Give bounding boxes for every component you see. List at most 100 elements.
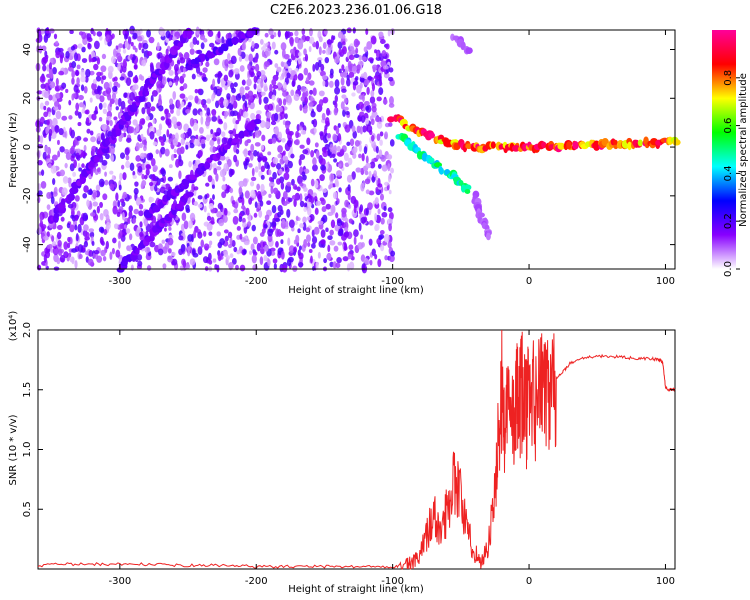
heatmap-cell: [85, 68, 91, 78]
heatmap-cell: [250, 112, 256, 120]
heatmap-feature-cell: [428, 132, 436, 139]
heatmap-cell: [343, 227, 349, 232]
heatmap-cell: [81, 108, 85, 114]
heatmap-cell: [342, 106, 349, 111]
heatmap-cell: [387, 218, 393, 225]
heatmap-cell: [89, 212, 96, 217]
heatmap-cell: [206, 107, 211, 116]
heatmap-cell: [243, 248, 247, 255]
heatmap-cell: [286, 72, 291, 79]
heatmap-cell: [65, 151, 72, 161]
heatmap-cell: [133, 64, 138, 70]
heatmap-cell: [76, 64, 81, 70]
heatmap-cell: [368, 190, 375, 196]
heatmap-cell: [90, 136, 97, 143]
heatmap-cell: [145, 101, 152, 109]
heatmap-cell: [347, 192, 351, 201]
heatmap-cell: [377, 216, 381, 224]
heatmap-cell: [139, 221, 143, 228]
heatmap-cell: [379, 77, 382, 86]
heatmap-cell: [324, 80, 329, 88]
heatmap-cell: [319, 158, 326, 166]
heatmap-cell: [388, 212, 394, 220]
heatmap-cell: [228, 262, 234, 270]
heatmap-cell: [256, 207, 260, 212]
heatmap-cell: [92, 78, 97, 85]
heatmap-cell: [363, 79, 370, 86]
heatmap-cell: [223, 163, 229, 172]
heatmap-cell: [298, 39, 305, 44]
heatmap-cell: [228, 63, 234, 69]
heatmap-cell: [170, 108, 174, 114]
heatmap-cell: [369, 161, 376, 169]
heatmap-cell: [377, 163, 382, 169]
snr-x-tick-label: 100: [656, 576, 675, 587]
heatmap-cell: [127, 126, 133, 134]
heatmap-cell: [371, 134, 375, 142]
heatmap-feature-cell: [53, 212, 60, 219]
heatmap-cell: [78, 253, 83, 259]
heatmap-cell: [283, 172, 290, 181]
snr-y-ticks: 0.5 1.0 1.5 2.0: [22, 322, 675, 517]
heatmap-cell: [236, 249, 241, 255]
heatmap-cell: [274, 49, 279, 55]
heatmap-cell: [248, 250, 253, 256]
heatmap-cell: [72, 171, 77, 177]
heatmap-cell: [185, 207, 191, 213]
heatmap-cell: [93, 40, 100, 50]
heatmap-cell: [97, 89, 102, 95]
snr-x-tick-label: -300: [108, 576, 131, 587]
heatmap-cell: [228, 168, 233, 178]
heatmap-cell: [256, 242, 261, 252]
heatmap-feature-cell: [115, 127, 122, 137]
heatmap-cell: [385, 43, 390, 50]
heatmap-cell: [170, 154, 175, 161]
heatmap-cell: [197, 88, 201, 94]
heatmap-cell: [349, 261, 355, 271]
heatmap-cell: [200, 116, 204, 125]
heatmap-x-tick-label: -100: [381, 276, 404, 287]
heatmap-cell: [160, 141, 165, 146]
heatmap-cell: [345, 217, 349, 223]
heatmap-feature-cell: [138, 95, 146, 103]
heatmap-cell: [238, 56, 243, 62]
heatmap-cell: [109, 119, 113, 127]
heatmap-cell: [113, 223, 119, 230]
heatmap-cell: [205, 61, 210, 68]
heatmap-cell: [352, 130, 358, 139]
heatmap-cell: [48, 94, 53, 101]
heatmap-cell: [217, 252, 222, 262]
heatmap-cell: [319, 131, 324, 137]
heatmap-cell: [212, 194, 215, 201]
heatmap-cell: [101, 159, 108, 166]
heatmap-cell: [384, 131, 389, 140]
heatmap-cell: [55, 92, 61, 99]
heatmap-cell: [223, 74, 229, 82]
heatmap-cell: [310, 255, 313, 264]
heatmap-feature-cell: [498, 144, 504, 150]
heatmap-cell: [139, 142, 143, 149]
heatmap-cell: [230, 96, 234, 105]
heatmap-cell: [74, 214, 79, 222]
heatmap-cell: [321, 118, 327, 123]
heatmap-cell: [293, 93, 300, 102]
heatmap-cell: [260, 183, 265, 192]
heatmap-cell: [83, 185, 89, 193]
heatmap-cell: [346, 174, 353, 183]
heatmap-cell: [387, 174, 391, 183]
heatmap-cell: [278, 98, 283, 107]
heatmap-cell: [168, 164, 173, 169]
heatmap-cell: [268, 193, 272, 198]
heatmap-cell: [48, 128, 53, 137]
heatmap-cell: [171, 258, 178, 266]
heatmap-cell: [346, 141, 351, 146]
heatmap-cell: [374, 49, 378, 54]
heatmap-cell: [332, 191, 338, 200]
heatmap-feature-cell: [438, 167, 444, 175]
heatmap-cell: [315, 150, 319, 158]
heatmap-cell: [217, 99, 224, 106]
heatmap-cell: [353, 205, 357, 214]
heatmap-cell: [347, 254, 353, 260]
heatmap-cell: [132, 45, 136, 50]
heatmap-cell: [315, 200, 321, 206]
